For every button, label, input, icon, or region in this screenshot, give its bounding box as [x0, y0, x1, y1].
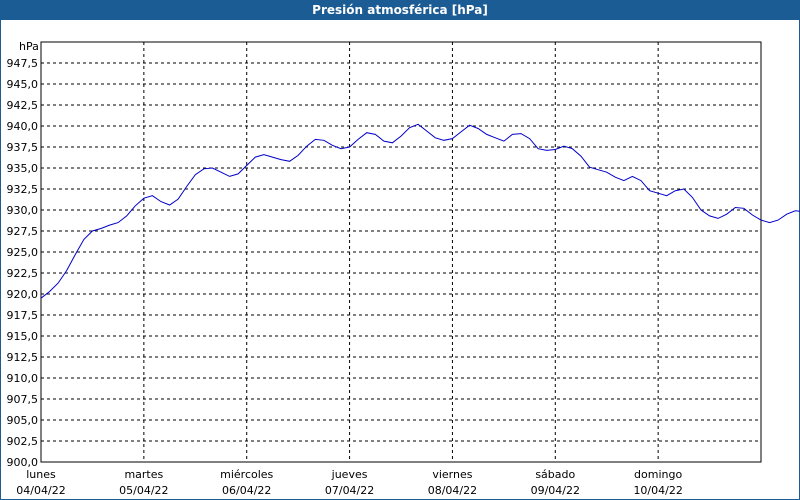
y-tick-label: 942,5 — [7, 99, 39, 112]
y-axis-ticks: 900,0 902,5 905,0 907,5 910,0 912,5 915,0 917,5… — [7, 57, 39, 469]
y-tick-label: 915,0 — [7, 330, 39, 343]
x-tick-date-label: 04/04/22 — [16, 484, 65, 497]
y-tick-label: 940,0 — [7, 120, 39, 133]
pressure-chart: 900,0 902,5 905,0 907,5 910,0 912,5 915,0 917,5… — [7, 40, 800, 497]
y-tick-label: 922,5 — [7, 267, 39, 280]
y-tick-label: 910,0 — [7, 372, 39, 385]
x-tick-day-label: viernes — [432, 468, 472, 481]
y-tick-label: 932,5 — [7, 183, 39, 196]
y-tick-label: 930,0 — [7, 204, 39, 217]
x-tick-day-label: miércoles — [220, 468, 273, 481]
x-tick-date-label: 05/04/22 — [119, 484, 168, 497]
x-tick-date-label: 06/04/22 — [222, 484, 271, 497]
pressure-series-line — [40, 123, 800, 299]
y-tick-label: 945,0 — [7, 78, 39, 91]
x-axis-ticks: lunes 04/04/22 martes 05/04/22 miércoles 06/0… — [16, 468, 683, 497]
grid-lines — [41, 42, 761, 462]
y-tick-label: 907,5 — [7, 393, 39, 406]
y-tick-label: 935,0 — [7, 162, 39, 175]
x-tick-day-label: martes — [124, 468, 163, 481]
x-tick-date-label: 08/04/22 — [428, 484, 477, 497]
x-tick-day-label: jueves — [331, 468, 368, 481]
window-title: Presión atmosférica [hPa] — [1, 0, 799, 20]
y-tick-label: 912,5 — [7, 351, 39, 364]
y-tick-label: 902,5 — [7, 435, 39, 448]
x-tick-day-label: domingo — [634, 468, 682, 481]
y-tick-label: 900,0 — [7, 456, 39, 469]
y-tick-label: 917,5 — [7, 309, 39, 322]
y-axis-unit-label: hPa — [19, 40, 39, 53]
y-tick-label: 927,5 — [7, 225, 39, 238]
series-group — [40, 123, 800, 299]
x-tick-date-label: 09/04/22 — [531, 484, 580, 497]
y-tick-label: 925,0 — [7, 246, 39, 259]
y-tick-label: 905,0 — [7, 414, 39, 427]
x-tick-date-label: 07/04/22 — [325, 484, 374, 497]
y-tick-label: 920,0 — [7, 288, 39, 301]
y-tick-label: 937,5 — [7, 141, 39, 154]
x-tick-day-label: lunes — [26, 468, 56, 481]
x-tick-day-label: sábado — [535, 468, 575, 481]
x-tick-date-label: 10/04/22 — [633, 484, 682, 497]
y-tick-label: 947,5 — [7, 57, 39, 70]
